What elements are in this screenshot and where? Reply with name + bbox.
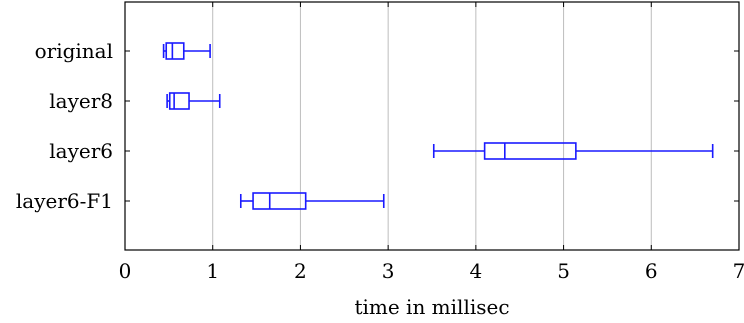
- box-layer: [162, 42, 714, 210]
- x-tick-label: 2: [294, 259, 307, 283]
- interquartile-box: [483, 142, 577, 160]
- x-tick-label: 4: [469, 259, 482, 283]
- plot-frame: [124, 1, 740, 251]
- interquartile-box: [168, 92, 190, 110]
- box-original: [162, 42, 211, 60]
- interquartile-box: [165, 42, 185, 60]
- grid-lines: [212, 2, 652, 250]
- axis-layer: [124, 1, 740, 251]
- category-label: layer8: [49, 89, 113, 113]
- x-tick-label: 3: [382, 259, 395, 283]
- interquartile-box: [252, 192, 307, 210]
- category-label: original: [35, 39, 113, 63]
- box-layer6-F1: [239, 192, 385, 210]
- x-tick-label: 1: [206, 259, 219, 283]
- category-label: layer6-F1: [16, 189, 113, 213]
- x-tick-label: 7: [733, 259, 744, 283]
- label-layer: 0 1 2 3 4 5 6 7 original layer8 layer6 layer6-F1 tim…: [16, 39, 744, 319]
- x-tick-label: 0: [119, 259, 132, 283]
- category-label: layer6: [49, 139, 113, 163]
- x-tick-label: 5: [557, 259, 570, 283]
- x-tick-label: 6: [645, 259, 658, 283]
- box-layer6: [432, 142, 714, 160]
- box-layer8: [166, 92, 221, 110]
- x-axis-title: time in millisec: [354, 295, 509, 319]
